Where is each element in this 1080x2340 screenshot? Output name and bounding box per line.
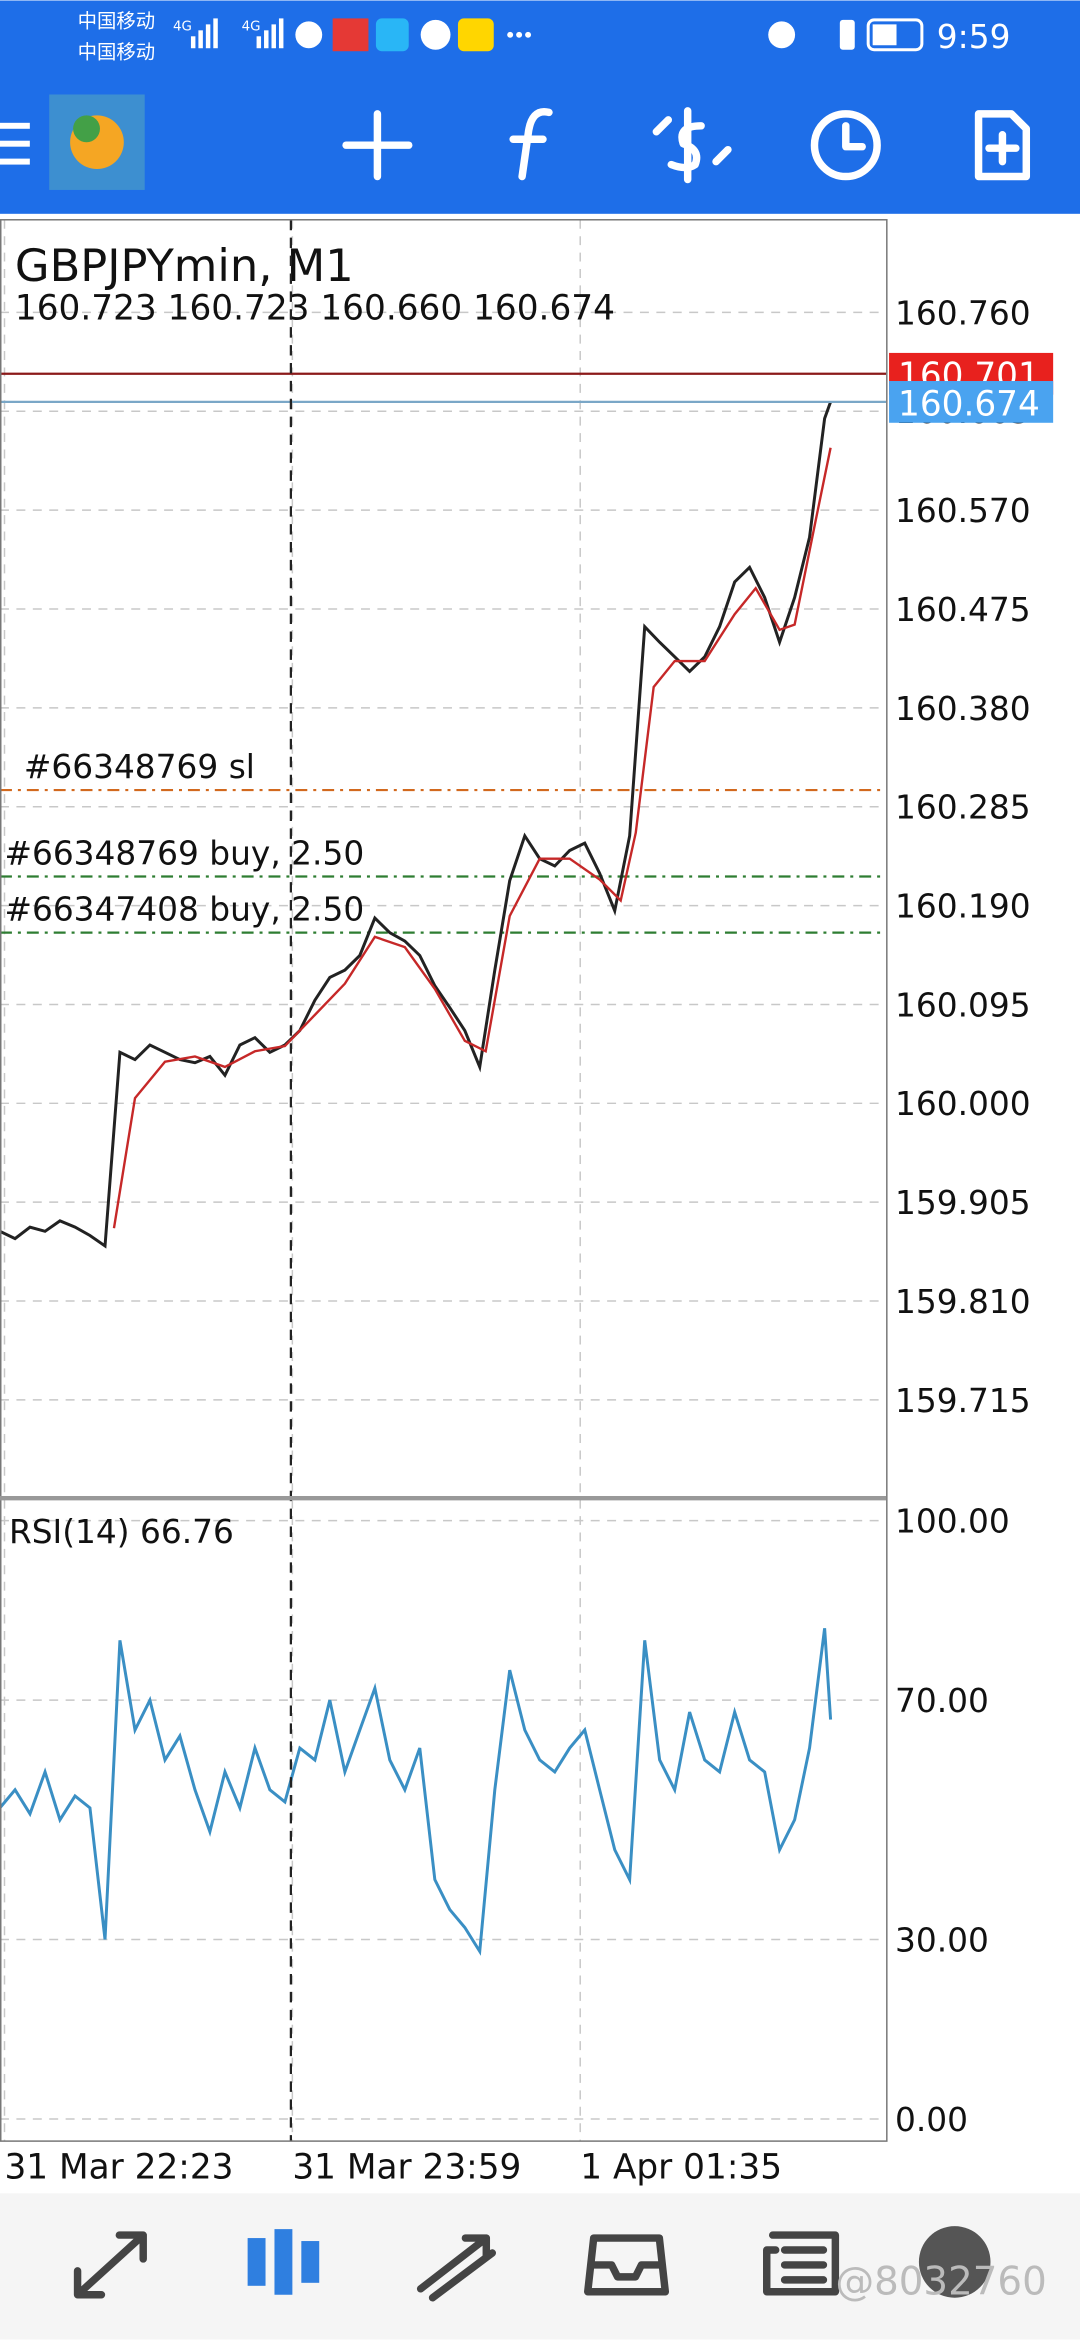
y-tick-label: 160.190 (895, 888, 1031, 926)
y-tick-label: 160.000 (895, 1085, 1031, 1123)
nav-messages[interactable] (918, 2226, 991, 2298)
bid-label: 160.674 (898, 384, 1040, 424)
crosshair-button[interactable] (342, 110, 413, 181)
bid-box (889, 381, 1054, 423)
network: 4G (242, 19, 261, 34)
trade-button[interactable] (652, 107, 732, 184)
y-tick-label: 160.570 (895, 492, 1031, 530)
y-tick-label: 70.00 (895, 1682, 989, 1720)
app-icon[interactable] (49, 94, 145, 190)
y-tick-label: 160.285 (895, 789, 1031, 827)
y-tick-label: 100.00 (895, 1503, 1010, 1541)
plot-frame (0, 219, 888, 2142)
x-tick-label: 31 Mar 22:23 (4, 2147, 233, 2187)
nav-news[interactable] (763, 2231, 840, 2296)
series-line (112, 447, 832, 1229)
y-tick-label: 0.00 (895, 2101, 968, 2139)
nav-chart[interactable] (247, 2229, 320, 2295)
chart-title: GBPJPYmin, M1 (15, 239, 354, 292)
chart-subtitle: 160.723 160.723 160.660 160.674 (15, 289, 615, 329)
top-bar (0, 0, 1080, 214)
order-label: #66348769 sl (24, 748, 255, 786)
y-tick-label: 160.475 (895, 591, 1031, 629)
y-tick-label: 160.380 (895, 690, 1031, 728)
order-label: #66348769 buy, 2.50 (4, 835, 364, 873)
chart-title: RSI(14) 66.76 (9, 1513, 234, 1551)
new-order-button[interactable] (974, 110, 1031, 181)
carrier: 中国移动 (78, 41, 156, 64)
x-tick-label: 31 Mar 23:59 (292, 2147, 521, 2187)
y-tick-label: 159.810 (895, 1283, 1031, 1321)
indicators-button[interactable] (509, 108, 553, 181)
nav-quotes[interactable] (73, 2231, 147, 2299)
signal-icons (190, 18, 924, 52)
menu-button[interactable] (0, 122, 30, 165)
watermark: @8032760 (835, 2260, 1046, 2305)
bottom-nav (0, 2193, 1080, 2340)
y-tick-label: 160.760 (895, 294, 1031, 332)
x-tick-label: 1 Apr 01:35 (580, 2147, 782, 2187)
series-line (0, 401, 832, 1249)
history-button[interactable] (810, 110, 881, 181)
y-tick-label: 159.905 (895, 1184, 1031, 1222)
y-tick-label: 30.00 (895, 1921, 989, 1959)
y-tick-label: 160.095 (895, 986, 1031, 1024)
nav-history[interactable] (584, 2234, 670, 2296)
clock: 9:59 (937, 18, 1011, 56)
order-label: #66347408 buy, 2.50 (4, 891, 364, 929)
y-tick-label: 159.715 (895, 1382, 1031, 1420)
carrier: 中国移动 (78, 9, 156, 32)
series-line (0, 1628, 833, 1956)
chart-area: 159.715 159.810 159.905 160.000 160.095 160.1… (0, 219, 1054, 2187)
network: 4G (173, 19, 192, 34)
nav-trade[interactable] (416, 2234, 496, 2302)
